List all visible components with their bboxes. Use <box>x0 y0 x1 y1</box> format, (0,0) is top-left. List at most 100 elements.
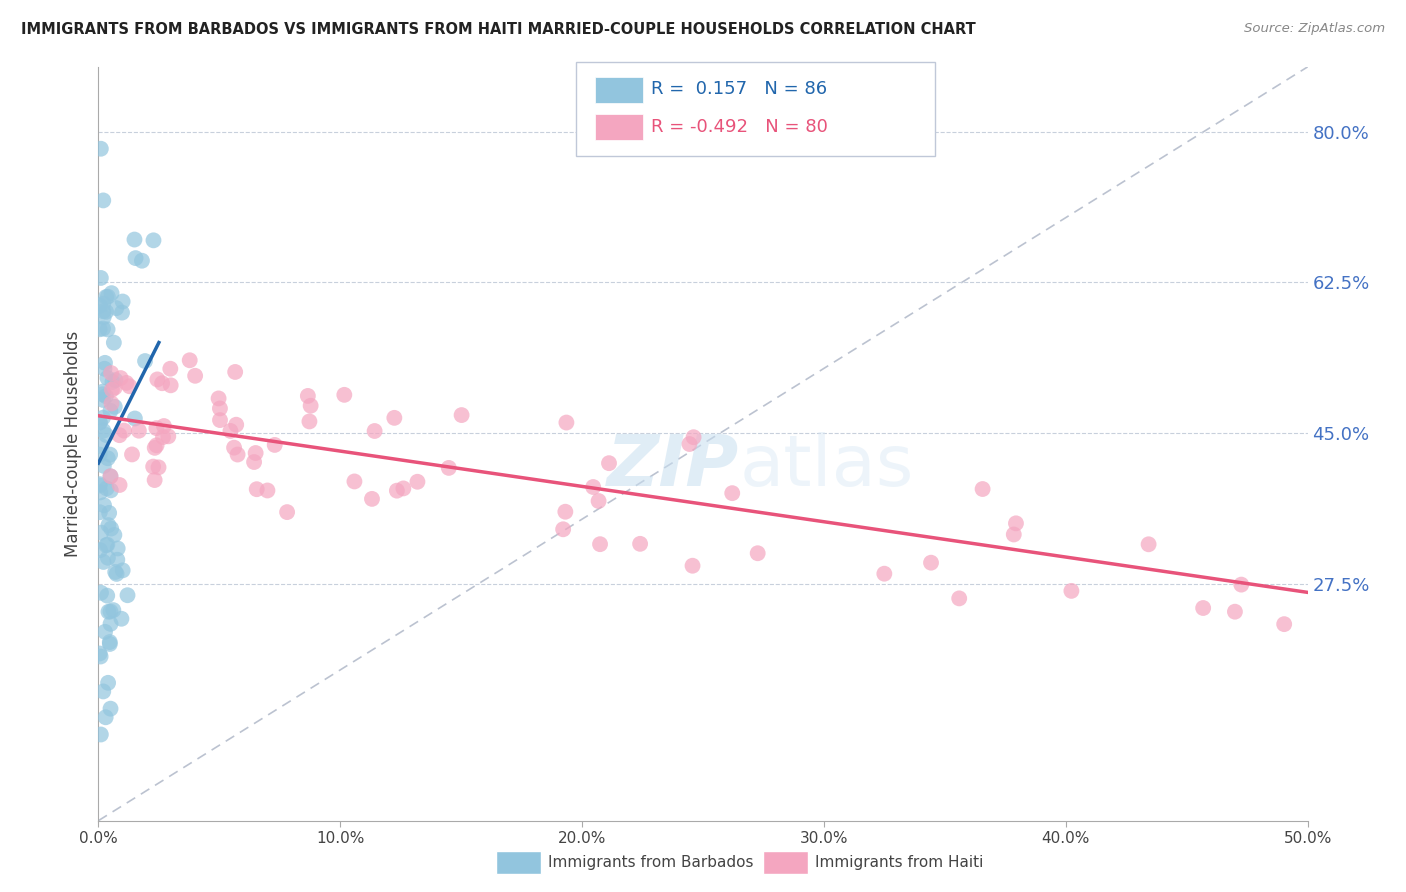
Point <box>97 290 120 304</box>
Point <box>361 491 384 506</box>
Point <box>219 424 242 438</box>
Point <box>98 637 121 651</box>
Point <box>628 537 651 551</box>
Text: R =  0.157   N = 86: R = 0.157 N = 86 <box>651 80 827 98</box>
Point <box>89 416 111 430</box>
Point <box>948 591 970 606</box>
Point <box>89 647 111 661</box>
Point <box>105 566 128 581</box>
Point <box>121 447 143 461</box>
Text: Source: ZipAtlas.com: Source: ZipAtlas.com <box>1244 22 1385 36</box>
Point <box>96 371 118 385</box>
Point <box>150 376 173 391</box>
Point <box>93 498 115 512</box>
Point <box>124 233 146 247</box>
Point <box>91 410 114 425</box>
Point <box>152 430 174 444</box>
Point <box>94 305 117 319</box>
Point <box>108 428 131 442</box>
Point <box>105 553 128 567</box>
Point <box>153 419 176 434</box>
Point <box>91 297 114 311</box>
Point <box>159 361 181 376</box>
Point <box>145 438 167 452</box>
Point <box>89 322 111 336</box>
Text: R = -0.492   N = 80: R = -0.492 N = 80 <box>651 118 828 136</box>
Point <box>91 321 114 335</box>
Point <box>243 455 266 469</box>
Point <box>100 616 122 631</box>
Point <box>108 478 131 492</box>
Point <box>104 381 127 395</box>
Point <box>382 410 405 425</box>
Point <box>115 376 138 390</box>
Point <box>145 421 167 435</box>
Y-axis label: Married-couple Households: Married-couple Households <box>65 331 83 557</box>
Point <box>111 563 134 577</box>
Point <box>101 375 124 389</box>
Point <box>89 299 111 313</box>
Point <box>103 528 125 542</box>
Point <box>111 294 134 309</box>
Point <box>148 460 170 475</box>
Point <box>678 437 700 451</box>
Point <box>98 448 121 462</box>
Point <box>588 494 610 508</box>
Point <box>90 271 112 285</box>
Point <box>131 253 153 268</box>
Point <box>226 448 249 462</box>
Point <box>90 727 112 741</box>
Point <box>333 388 356 402</box>
Point <box>91 384 114 399</box>
Point <box>98 635 121 649</box>
Text: Immigrants from Barbados: Immigrants from Barbados <box>548 855 754 870</box>
Point <box>582 480 605 494</box>
Point <box>263 438 285 452</box>
Text: atlas: atlas <box>740 432 914 501</box>
Point <box>128 424 150 438</box>
Point <box>297 389 319 403</box>
Point <box>89 477 111 491</box>
Point <box>406 475 429 489</box>
Point <box>98 506 121 520</box>
Point <box>89 478 111 492</box>
Point <box>1137 537 1160 551</box>
Point <box>682 558 704 573</box>
Point <box>208 401 231 416</box>
Point <box>343 475 366 489</box>
Point <box>89 485 111 500</box>
Point <box>104 400 127 414</box>
Point <box>91 304 114 318</box>
Point <box>101 383 124 397</box>
Point <box>89 505 111 519</box>
Point <box>107 541 129 556</box>
Point <box>91 392 114 407</box>
Point <box>110 612 132 626</box>
Point <box>437 461 460 475</box>
Point <box>93 424 115 438</box>
Point <box>873 566 896 581</box>
Point <box>103 603 125 617</box>
Point <box>94 389 117 403</box>
Point <box>1060 583 1083 598</box>
Point <box>1005 516 1028 531</box>
Point <box>91 387 114 401</box>
Point <box>93 310 115 325</box>
Point <box>96 481 118 495</box>
Point <box>124 411 146 425</box>
Point <box>96 538 118 552</box>
Point <box>94 290 117 304</box>
Point <box>100 701 122 715</box>
Point <box>276 505 298 519</box>
Point <box>920 556 942 570</box>
Point <box>363 424 385 438</box>
Point <box>89 448 111 462</box>
Point <box>143 441 166 455</box>
Point <box>721 486 744 500</box>
Point <box>553 522 575 536</box>
Point <box>142 459 165 474</box>
Point <box>118 379 141 393</box>
Point <box>94 356 117 370</box>
Point <box>90 586 112 600</box>
Point <box>97 550 120 565</box>
